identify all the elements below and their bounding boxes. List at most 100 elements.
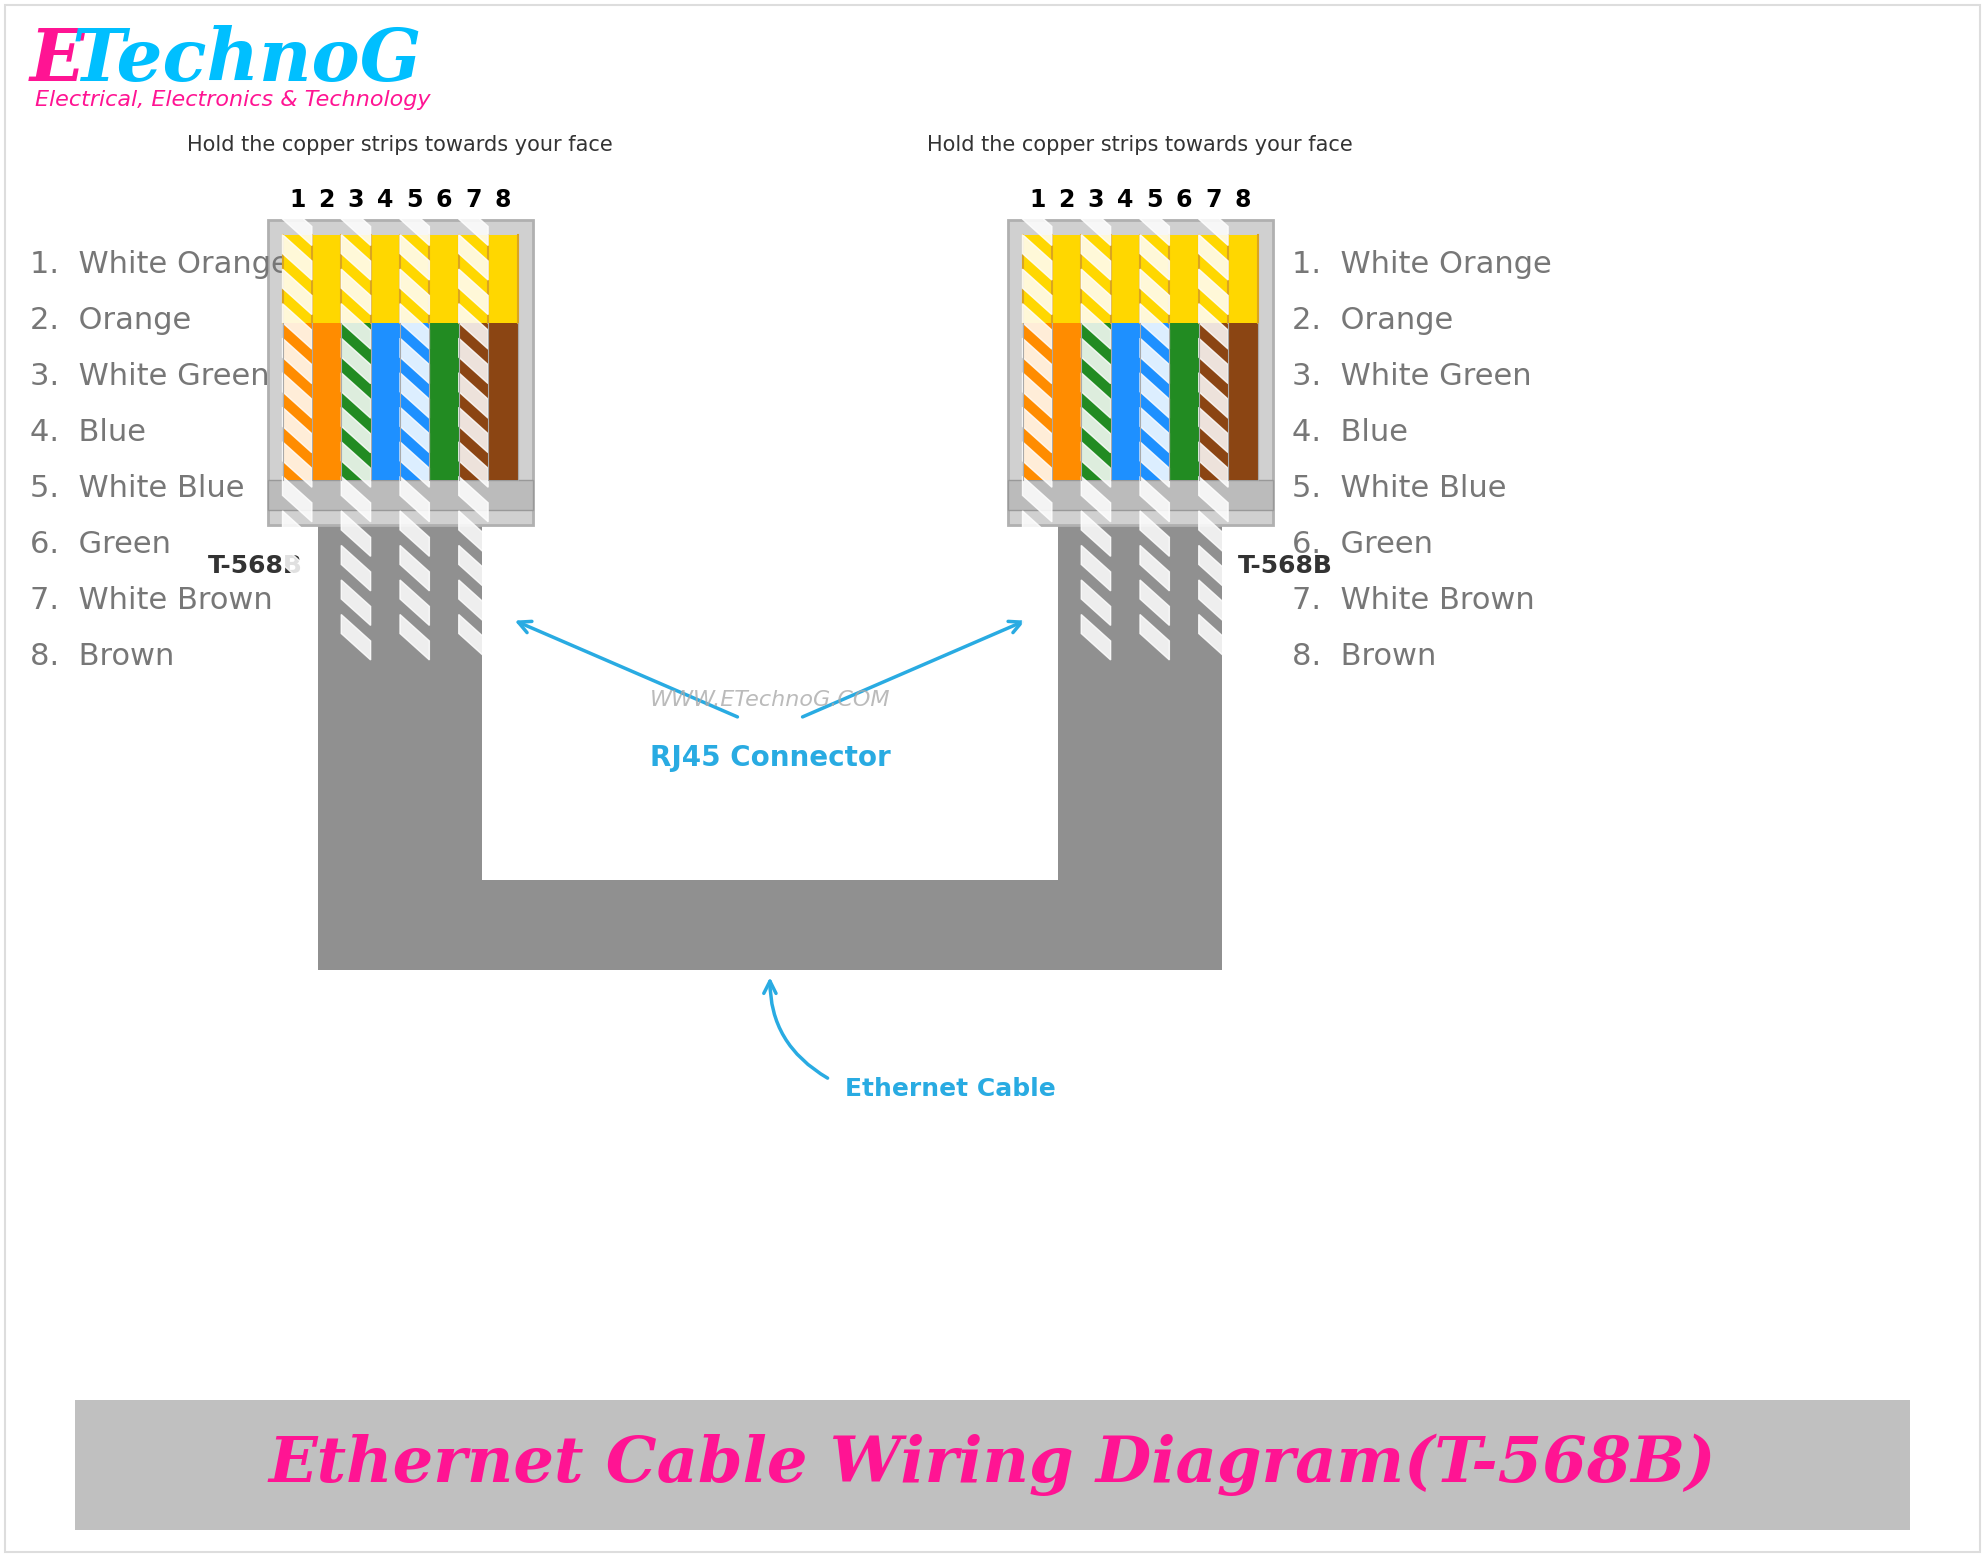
Polygon shape bbox=[401, 476, 429, 522]
Polygon shape bbox=[1199, 442, 1229, 487]
Text: Electrical, Electronics & Technology: Electrical, Electronics & Technology bbox=[36, 90, 431, 111]
Polygon shape bbox=[341, 235, 371, 280]
Polygon shape bbox=[1199, 579, 1229, 626]
Bar bbox=[268, 480, 532, 509]
Polygon shape bbox=[282, 442, 312, 487]
Polygon shape bbox=[1022, 269, 1052, 315]
Polygon shape bbox=[459, 408, 488, 453]
Polygon shape bbox=[401, 545, 429, 590]
Text: 4: 4 bbox=[377, 187, 393, 212]
Polygon shape bbox=[1022, 199, 1052, 246]
Bar bbox=[75, 1400, 1910, 1531]
Polygon shape bbox=[1139, 579, 1169, 626]
Text: Hold the copper strips towards your face: Hold the copper strips towards your face bbox=[927, 135, 1354, 156]
Bar bbox=[318, 525, 482, 609]
Polygon shape bbox=[401, 199, 429, 246]
Polygon shape bbox=[282, 408, 312, 453]
Text: 1: 1 bbox=[290, 187, 306, 212]
Polygon shape bbox=[459, 442, 488, 487]
Polygon shape bbox=[1082, 476, 1112, 522]
Text: 5.  White Blue: 5. White Blue bbox=[30, 473, 244, 503]
Text: 1: 1 bbox=[1028, 187, 1046, 212]
Text: 2.  Orange: 2. Orange bbox=[1292, 307, 1453, 335]
Polygon shape bbox=[401, 235, 429, 280]
Bar bbox=[371, 322, 401, 480]
Polygon shape bbox=[282, 372, 312, 419]
Bar bbox=[1008, 220, 1272, 525]
Polygon shape bbox=[1082, 338, 1112, 383]
Text: 7.  White Brown: 7. White Brown bbox=[30, 585, 272, 615]
Polygon shape bbox=[1022, 545, 1052, 590]
Polygon shape bbox=[341, 372, 371, 419]
Text: E: E bbox=[30, 25, 85, 97]
Polygon shape bbox=[1022, 511, 1052, 556]
Polygon shape bbox=[341, 199, 371, 246]
Bar bbox=[1022, 235, 1258, 322]
Polygon shape bbox=[1022, 476, 1052, 522]
Polygon shape bbox=[459, 338, 488, 383]
Text: Hold the copper strips towards your face: Hold the copper strips towards your face bbox=[187, 135, 613, 156]
Bar bbox=[1112, 322, 1139, 480]
Bar bbox=[341, 322, 371, 480]
Polygon shape bbox=[1199, 269, 1229, 315]
Text: RJ45 Connector: RJ45 Connector bbox=[649, 744, 891, 772]
Polygon shape bbox=[1139, 442, 1169, 487]
Polygon shape bbox=[1139, 235, 1169, 280]
Polygon shape bbox=[282, 615, 312, 660]
Polygon shape bbox=[1139, 199, 1169, 246]
Polygon shape bbox=[1139, 615, 1169, 660]
Text: 2.  Orange: 2. Orange bbox=[30, 307, 191, 335]
Bar bbox=[318, 880, 1223, 970]
Text: TechnoG: TechnoG bbox=[71, 25, 423, 97]
Polygon shape bbox=[1199, 304, 1229, 349]
Polygon shape bbox=[1082, 304, 1112, 349]
Polygon shape bbox=[1022, 579, 1052, 626]
Text: 6.  Green: 6. Green bbox=[1292, 529, 1433, 559]
Polygon shape bbox=[1199, 408, 1229, 453]
Polygon shape bbox=[341, 511, 371, 556]
Text: 6: 6 bbox=[437, 187, 453, 212]
Polygon shape bbox=[1199, 338, 1229, 383]
Text: 6: 6 bbox=[1175, 187, 1193, 212]
Text: T-568B: T-568B bbox=[208, 554, 302, 578]
Polygon shape bbox=[341, 579, 371, 626]
Polygon shape bbox=[341, 269, 371, 315]
Polygon shape bbox=[1082, 579, 1112, 626]
Polygon shape bbox=[1022, 372, 1052, 419]
Text: 7: 7 bbox=[464, 187, 482, 212]
Bar bbox=[429, 322, 459, 480]
Polygon shape bbox=[1199, 165, 1229, 210]
Text: 3: 3 bbox=[347, 187, 363, 212]
Polygon shape bbox=[459, 199, 488, 246]
Polygon shape bbox=[459, 165, 488, 210]
Polygon shape bbox=[1082, 199, 1112, 246]
Polygon shape bbox=[1139, 304, 1169, 349]
Text: 8.  Brown: 8. Brown bbox=[1292, 641, 1437, 671]
Polygon shape bbox=[1082, 442, 1112, 487]
Polygon shape bbox=[1082, 269, 1112, 315]
Polygon shape bbox=[282, 511, 312, 556]
Polygon shape bbox=[282, 338, 312, 383]
Polygon shape bbox=[401, 338, 429, 383]
Bar bbox=[1022, 235, 1258, 480]
Bar bbox=[1008, 480, 1272, 509]
Bar bbox=[318, 609, 482, 970]
Text: 8: 8 bbox=[1235, 187, 1251, 212]
Text: 7: 7 bbox=[1205, 187, 1221, 212]
Text: 5: 5 bbox=[407, 187, 423, 212]
Polygon shape bbox=[1082, 615, 1112, 660]
Polygon shape bbox=[1022, 304, 1052, 349]
Polygon shape bbox=[282, 545, 312, 590]
Polygon shape bbox=[1139, 476, 1169, 522]
Text: 3.  White Green: 3. White Green bbox=[1292, 361, 1532, 391]
Text: 2: 2 bbox=[318, 187, 335, 212]
Polygon shape bbox=[1139, 408, 1169, 453]
Polygon shape bbox=[341, 304, 371, 349]
Polygon shape bbox=[1082, 545, 1112, 590]
Text: 3.  White Green: 3. White Green bbox=[30, 361, 270, 391]
Polygon shape bbox=[1082, 235, 1112, 280]
Text: 5: 5 bbox=[1147, 187, 1163, 212]
Bar bbox=[1082, 322, 1112, 480]
Text: 1.  White Orange: 1. White Orange bbox=[1292, 251, 1552, 279]
Text: T-568B: T-568B bbox=[1237, 554, 1332, 578]
